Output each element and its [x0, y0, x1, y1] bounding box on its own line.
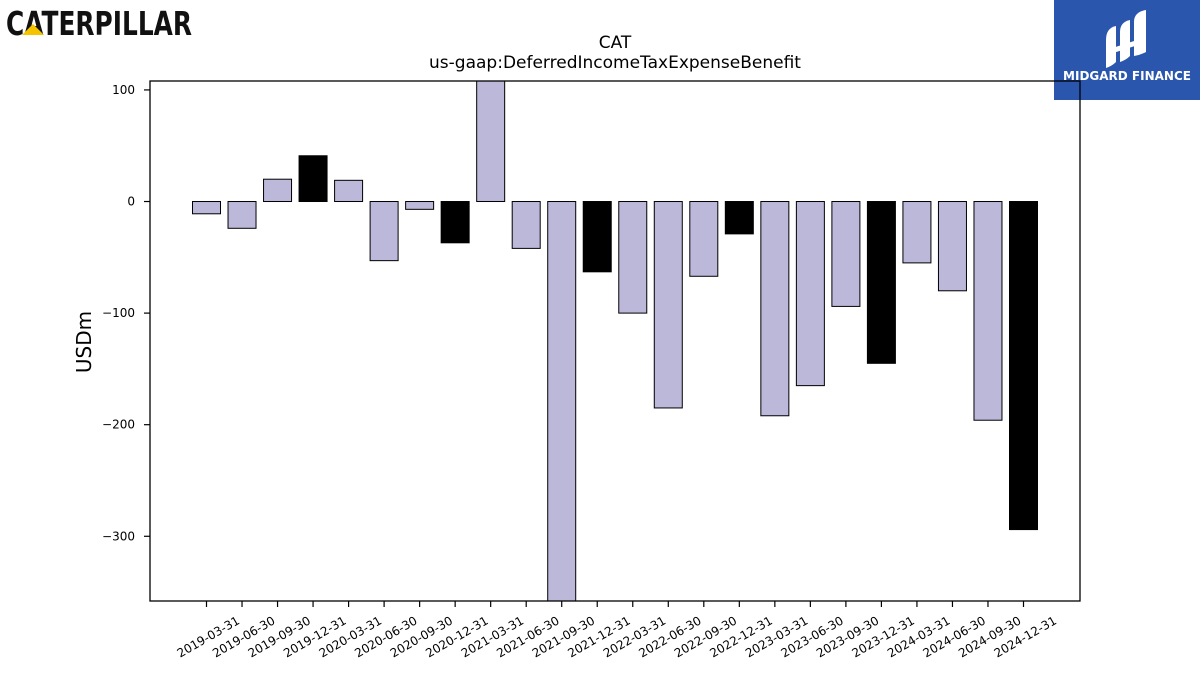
- bar-2021-12-31: [582, 201, 612, 273]
- bar-2024-12-31: [1009, 201, 1038, 531]
- midgard-mark-icon: [1106, 10, 1146, 68]
- x-ticks-group: 2019-03-312019-06-302019-09-302019-12-31…: [175, 601, 1059, 660]
- bar-2022-03-31: [618, 201, 648, 314]
- y-tick-label: −200: [102, 418, 135, 432]
- bar-2024-03-31: [902, 201, 932, 264]
- bar-2019-03-31: [192, 201, 221, 215]
- bar-2021-09-30: [547, 201, 577, 602]
- bar-2019-12-31: [298, 155, 328, 203]
- bars-group: [192, 80, 1038, 602]
- bar-2020-06-30: [369, 201, 399, 262]
- bar-2023-09-30: [831, 201, 861, 307]
- bar-2019-06-30: [227, 201, 257, 229]
- y-axis-label: USDm: [72, 311, 96, 373]
- bar-2021-06-30: [511, 201, 541, 249]
- bar-2023-12-31: [866, 201, 896, 364]
- y-tick-label: −300: [102, 529, 135, 543]
- bar-2022-06-30: [653, 201, 683, 409]
- y-tick-label: 0: [127, 195, 135, 209]
- caterpillar-logo: CATERPILLAR: [6, 4, 192, 40]
- bar-2020-03-31: [334, 179, 364, 203]
- chart-subtitle: us-gaap:DeferredIncomeTaxExpenseBenefit: [429, 53, 801, 73]
- y-ticks-group: 100 0 −100 −200 −300: [102, 83, 150, 543]
- bar-2024-06-30: [937, 201, 967, 292]
- bar-2020-09-30: [405, 201, 435, 210]
- y-tick-label: 100: [112, 83, 135, 97]
- bar-2019-09-30: [263, 178, 293, 203]
- bar-2023-06-30: [795, 201, 825, 387]
- bar-2020-12-31: [440, 201, 470, 244]
- chart-title: CAT: [599, 33, 632, 53]
- svg-text:MIDGARD FINANCE: MIDGARD FINANCE: [1063, 69, 1191, 83]
- bar-2023-03-31: [760, 201, 790, 417]
- plot-frame: [149, 80, 1081, 602]
- bar-2021-03-31: [476, 80, 506, 203]
- bar-2022-09-30: [689, 201, 719, 277]
- bar-2022-12-31: [724, 201, 754, 235]
- y-tick-label: −100: [102, 306, 135, 320]
- midgard-finance-logo: MIDGARD FINANCE: [1054, 0, 1200, 100]
- bar-2024-09-30: [973, 201, 1003, 421]
